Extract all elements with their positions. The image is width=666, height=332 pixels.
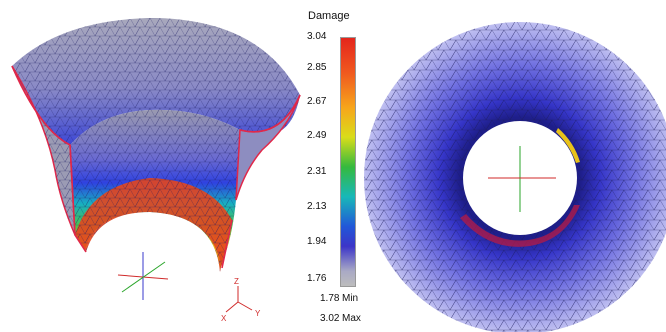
max-value: 3.02 (320, 313, 340, 324)
top-view[interactable] (360, 0, 666, 332)
section-outline (11, 65, 301, 269)
axis-z-label: Z (234, 277, 239, 286)
legend-tick: 2.13 (307, 201, 327, 212)
legend-tick: 2.85 (307, 62, 327, 73)
color-scale-bar (340, 37, 356, 287)
legend-tick: 2.67 (307, 96, 327, 107)
origin-triad-icon (117, 252, 169, 300)
min-label: Min (342, 293, 359, 304)
cutaway-3d-view[interactable]: Z X Y (0, 0, 306, 332)
damage-legend: Damage 3.04 2.85 2.67 2.49 2.31 2.13 1.9… (296, 0, 366, 332)
min-value: 1.78 (320, 293, 340, 304)
legend-tick: 3.04 (307, 31, 327, 42)
origin-triad-icon (488, 146, 556, 212)
axis-indicator-icon: Z X Y (221, 277, 261, 323)
legend-tick: 1.76 (307, 273, 327, 284)
legend-tick: 2.31 (307, 166, 327, 177)
legend-tick: 1.94 (307, 236, 327, 247)
max-label: Max (342, 313, 361, 324)
inner-edge-damage (460, 205, 580, 247)
legend-tick: 2.49 (307, 130, 327, 141)
axis-y-label: Y (255, 309, 261, 318)
legend-title: Damage (308, 10, 350, 22)
axis-x-label: X (221, 314, 227, 323)
inner-edge-highlight (556, 128, 580, 163)
